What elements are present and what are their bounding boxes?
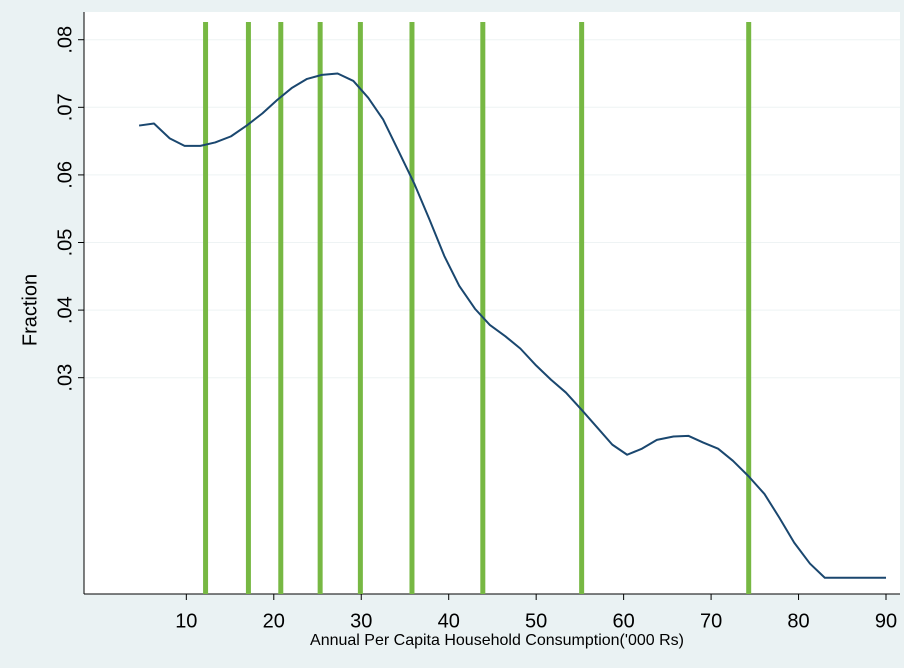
y-tick-label: .03 <box>54 364 76 392</box>
x-tick-label: 60 <box>613 610 635 632</box>
y-tick-label: .06 <box>54 161 76 189</box>
x-tick-label: 20 <box>263 610 285 632</box>
plot-area <box>84 12 900 594</box>
x-tick-label: 80 <box>787 610 809 632</box>
x-tick-label: 30 <box>350 610 372 632</box>
x-tick-label: 10 <box>175 610 197 632</box>
y-tick-label: .07 <box>54 93 76 121</box>
x-tick-label: 70 <box>700 610 722 632</box>
data-line <box>138 72 887 579</box>
y-tick-label: .05 <box>54 229 76 257</box>
y-axis-title: Fraction <box>19 274 41 346</box>
x-tick-label: 90 <box>875 610 897 632</box>
y-tick-label: .08 <box>54 26 76 54</box>
x-axis-title: Annual Per Capita Household Consumption(… <box>310 632 684 649</box>
x-tick-label: 40 <box>438 610 460 632</box>
x-tick-label: 50 <box>525 610 547 632</box>
y-tick-label: .04 <box>54 296 76 324</box>
